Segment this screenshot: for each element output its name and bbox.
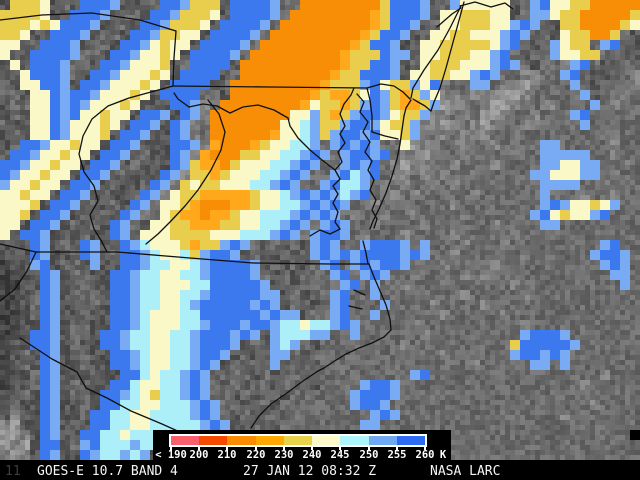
delmarva-atlantic-coast — [369, 115, 405, 230]
legend-tick-label: 255 — [387, 449, 407, 461]
legend-color-segment — [396, 436, 425, 445]
legend-color-segment — [368, 436, 397, 445]
legend-tick-label: 220 — [246, 449, 266, 461]
mason-dixon-line — [172, 85, 368, 89]
potomac-river — [287, 117, 336, 171]
legend-tick — [339, 447, 341, 450]
outer-banks-coast — [317, 263, 392, 372]
legend-color-segment — [255, 436, 284, 445]
nc-south-coast — [250, 370, 319, 429]
legend-tick — [424, 447, 426, 450]
legend-color-segment — [199, 436, 228, 445]
legend-color-segment — [340, 436, 369, 445]
frame-number: 11 — [5, 464, 21, 479]
legend-tick — [396, 447, 398, 450]
tn-nc-border — [0, 251, 37, 302]
new-jersey-coast — [430, 1, 465, 112]
legend-tick — [255, 447, 257, 450]
temperature-legend: < 190 200 210 220 230 240 245 250 255 260 K — [153, 430, 451, 463]
satellite-image — [0, 0, 640, 463]
pamlico-sound-line-1 — [353, 289, 366, 296]
lake-erie-shore-pa-west-border — [0, 12, 177, 87]
ny-nj-border — [436, 7, 462, 28]
legend-tick — [311, 447, 313, 450]
legend-tick — [226, 447, 228, 450]
legend-tick — [198, 447, 200, 450]
legend-colorbar — [169, 434, 427, 447]
delaware-north-arc — [366, 83, 411, 100]
ky-tn-va-nc-border — [0, 243, 370, 265]
potomac-md-va-border — [173, 92, 289, 119]
legend-tick-label: 260 — [415, 449, 435, 461]
legend-tick — [170, 447, 172, 450]
state-borders-overlay — [0, 1, 514, 456]
product-label: GOES-E 10.7 BAND 4 — [37, 464, 178, 479]
legend-tick — [283, 447, 285, 450]
delaware-bay-de-shore — [403, 99, 412, 117]
chesapeake-east-shore — [356, 93, 378, 229]
legend-tick — [368, 447, 370, 450]
timestamp-label: 27 JAN 12 08:32 Z — [243, 464, 377, 479]
source-label: NASA LARC — [430, 464, 501, 479]
legend-tick-label: 200 — [189, 449, 209, 461]
legend-color-segment — [283, 436, 313, 445]
delaware-bay-nj-shore — [412, 98, 432, 112]
legend-color-segment — [171, 436, 200, 445]
wv-va-border — [145, 99, 226, 245]
ohio-river-border — [78, 85, 174, 253]
legend-tick-label: 245 — [330, 449, 350, 461]
legend-tick-label: < 190 — [155, 449, 187, 461]
legend-tick-label: 240 — [302, 449, 322, 461]
currituck-sound — [362, 240, 369, 265]
legend-tick-label: 250 — [359, 449, 379, 461]
legend-color-segment — [312, 436, 341, 445]
status-bar: 11 GOES-E 10.7 BAND 4 27 JAN 12 08:32 Z … — [0, 463, 640, 480]
maryland-delaware-border — [366, 87, 373, 133]
legend-tick-label: 230 — [274, 449, 294, 461]
delaware-river-nj-border — [410, 5, 462, 99]
legend-unit-label: K — [439, 449, 447, 461]
long-island-sound-shore — [459, 1, 514, 10]
james-river-hampton-roads — [309, 228, 341, 237]
chesapeake-west-shore — [332, 87, 355, 230]
legend-color-segment — [227, 436, 256, 445]
pamlico-sound-line-2 — [348, 305, 363, 310]
legend-tick-label: 210 — [217, 449, 237, 461]
delaware-south-border — [371, 131, 399, 140]
